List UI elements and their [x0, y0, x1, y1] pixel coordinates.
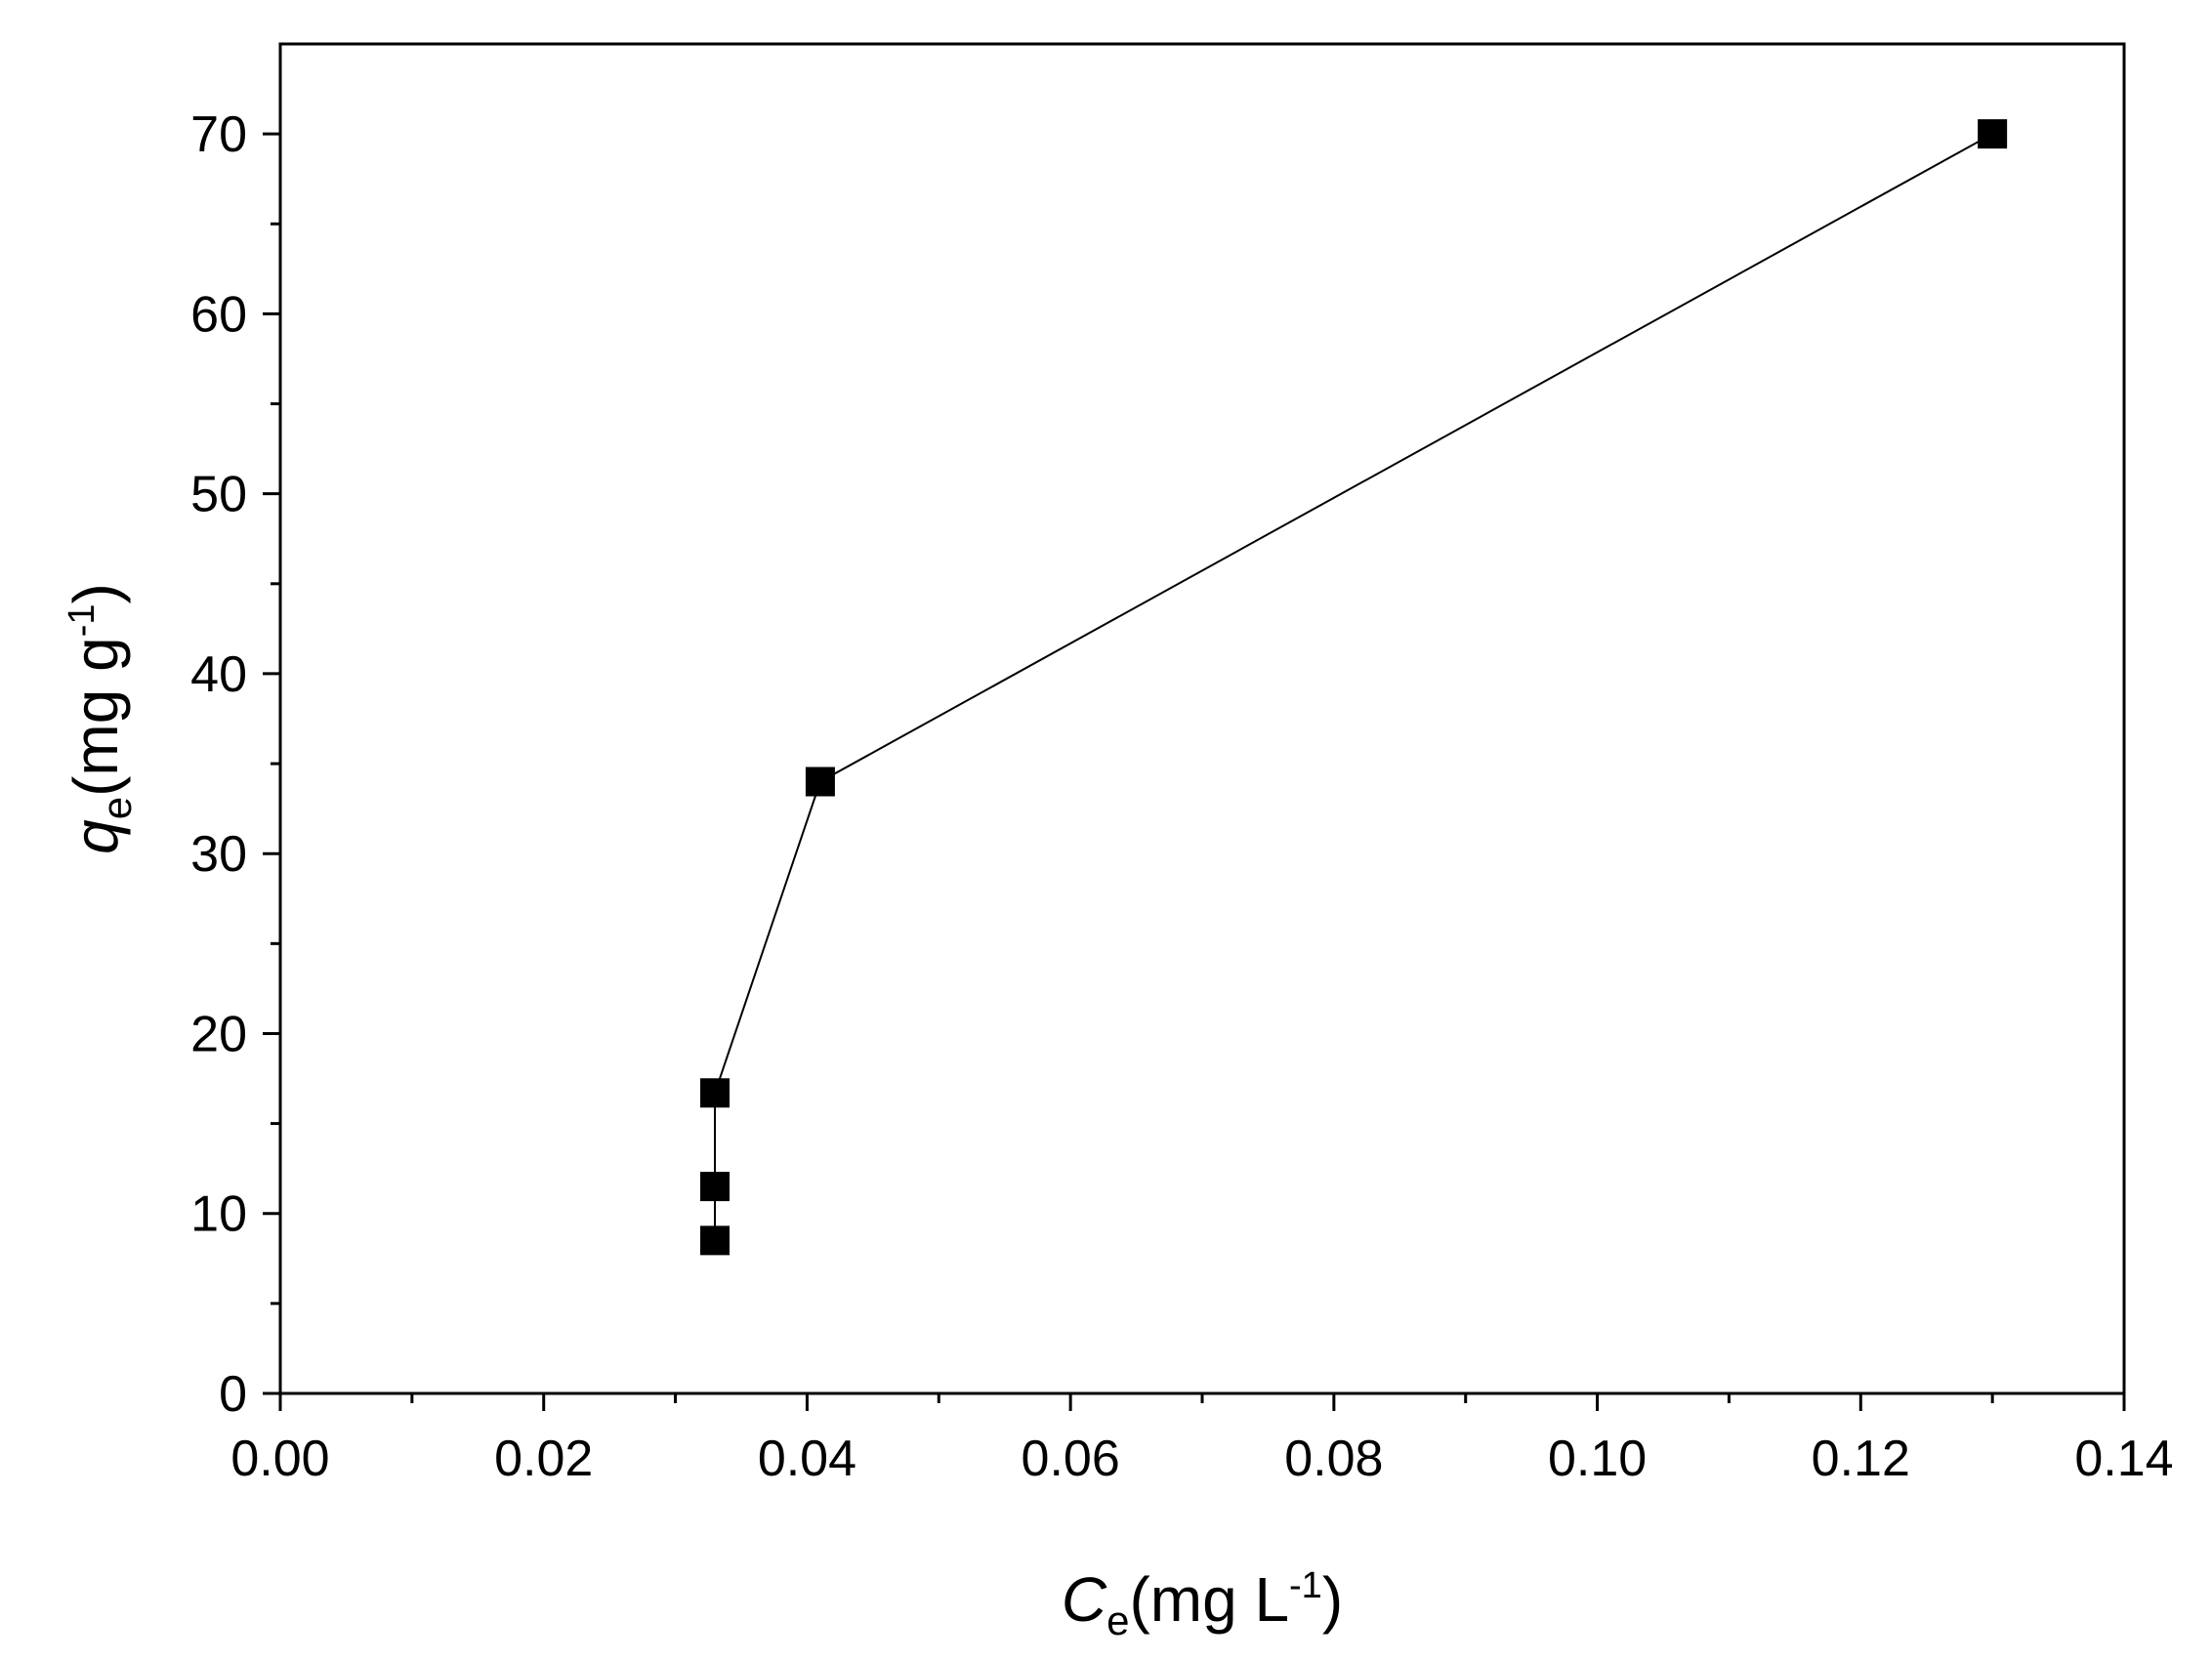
- x-tick-label: 0.04: [758, 1431, 856, 1487]
- x-tick-labels: 0.00 0.02 0.04 0.06 0.08 0.10 0.12 0.14: [230, 1431, 2173, 1487]
- data-point: [700, 1172, 730, 1202]
- x-axis-title-sub: e: [1106, 1598, 1129, 1643]
- y-tick-label: 50: [190, 467, 247, 523]
- x-tick-label: 0.06: [1022, 1431, 1120, 1487]
- y-axis-title-unit: (mg g: [61, 637, 131, 797]
- x-axis-title-unit: (mg L: [1129, 1564, 1289, 1635]
- data-point: [805, 767, 835, 797]
- y-tick-label: 70: [190, 106, 247, 163]
- y-tick-label: 0: [219, 1366, 247, 1423]
- plot-frame: [278, 42, 2126, 1395]
- y-tick-label: 60: [190, 286, 247, 343]
- x-tick-label: 0.14: [2074, 1431, 2173, 1487]
- y-axis-title-main: q: [61, 819, 131, 854]
- y-axis-title-sub: e: [94, 797, 140, 819]
- series-group: [700, 119, 2008, 1256]
- x-tick-label: 0.10: [1548, 1431, 1647, 1487]
- y-axis-title-sup: -1: [62, 603, 103, 637]
- y-tick-label: 30: [190, 826, 247, 883]
- y-tick-label: 10: [190, 1186, 247, 1243]
- y-tick-labels: 0 10 20 30 40 50 60 70: [190, 106, 247, 1423]
- data-point: [700, 1078, 730, 1108]
- x-tick-label: 0.12: [1812, 1431, 1910, 1487]
- data-point: [1978, 119, 2008, 149]
- series-line: [714, 133, 1993, 1241]
- y-tick-label: 20: [190, 1006, 247, 1062]
- y-axis-title-close: ): [61, 583, 131, 603]
- data-point: [700, 1225, 730, 1256]
- y-tick-label: 40: [190, 646, 247, 703]
- x-axis-title-sup: -1: [1289, 1565, 1322, 1606]
- y-axis-title: qe(mg g-1): [61, 583, 140, 854]
- x-tick-label: 0.08: [1284, 1431, 1383, 1487]
- x-axis-title-close: ): [1322, 1564, 1343, 1635]
- x-tick-label: 0.00: [230, 1431, 329, 1487]
- x-axis-title-main: C: [1062, 1564, 1107, 1635]
- axis-ticks: [263, 132, 2126, 1411]
- x-tick-label: 0.02: [494, 1431, 593, 1487]
- x-axis-title: Ce(mg L-1): [1062, 1564, 1343, 1643]
